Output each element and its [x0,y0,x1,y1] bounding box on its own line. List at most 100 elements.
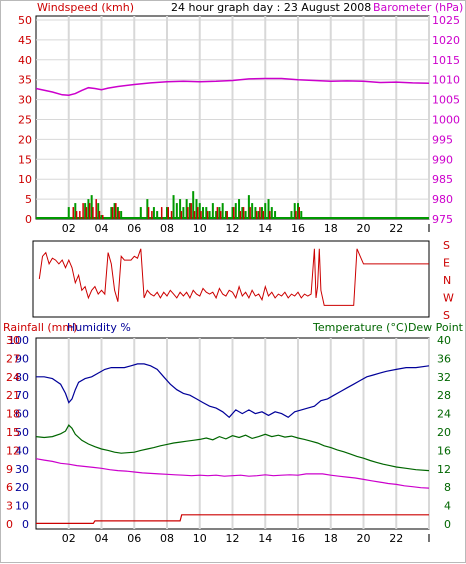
wind-bar [259,207,261,219]
gust-bar [202,207,205,219]
humidity-tick-label: 40 [15,444,29,457]
time-tick-label: 04 [95,222,109,235]
left-axis-title-rain: Rainfall (mm) [3,321,77,334]
direction-tick-label: S [443,309,450,322]
time-tick-label: 22 [389,222,403,235]
gust-bar [260,207,263,219]
rain-tick-label: 12 [6,444,20,457]
time-tick-label: 06 [127,532,141,545]
wind-bar [233,207,235,219]
time-tick-label: 18 [324,532,338,545]
wind-tick-label: 45 [18,34,32,47]
wind-bar [200,211,202,219]
gust-bar [192,191,195,219]
wind-bar [72,207,75,219]
temp-tick-label: 36 [437,352,451,365]
gust-bar [221,203,224,219]
wind-tick-label: 15 [18,153,32,166]
wind-direction-line [38,248,429,306]
gust-bar [139,207,142,219]
right-axis-title-temperature: Temperature (°C)Dew Point [312,321,464,334]
wind-bar [88,203,91,219]
wind-bar [151,211,153,219]
time-tick-label: 16 [291,222,305,235]
gust-bar [110,207,113,219]
time-tick-label: 16 [291,532,305,545]
time-tick-label: 22 [389,532,403,545]
gust-bar [116,207,119,219]
wind-tick-label: 0 [25,213,32,226]
temp-tick-label: 32 [437,371,451,384]
wind-tick-label: 35 [18,74,32,87]
wind-bar [295,211,297,219]
left-axis-title-wind: Windspeed (kmh) [37,1,134,14]
gust-bar [87,199,90,219]
gust-bar [195,199,198,219]
gust-bar [120,211,123,219]
baro-tick-label: 980 [432,193,453,206]
gust-bar [179,199,182,219]
gust-bar [224,211,227,219]
temp-tick-label: 12 [437,463,451,476]
gust-bar [156,211,159,219]
baro-tick-label: 1005 [432,94,460,107]
wind-bar [102,215,104,219]
gust-bar [247,195,250,219]
direction-tick-label: E [443,257,450,270]
wind-tick-label: 20 [18,133,32,146]
rain-tick-label: 30 [6,334,20,347]
gust-bar [231,207,234,219]
humidity-tick-label: 70 [15,389,29,402]
rain-tick-label: 15 [6,426,20,439]
gust-bar [198,203,201,219]
wind-bar [216,207,219,219]
gust-bar [188,203,191,219]
gust-bar [205,207,208,219]
wind-bar [115,203,117,219]
humidity-tick-label: 50 [15,426,29,439]
gust-bar [208,211,211,219]
humidity-tick-label: 100 [8,334,29,347]
wind-bar [111,207,114,219]
wind-bar [82,203,84,219]
wind-bar [79,211,81,219]
wind-bar [242,207,245,219]
time-tick-label: 12 [226,532,240,545]
gust-bar [251,203,254,219]
gust-bar [274,211,277,219]
direction-tick-label: N [443,274,451,287]
gust-bar [293,203,296,219]
gust-bar [185,199,188,219]
humidity-tick-label: 30 [15,463,29,476]
time-tick-label: 10 [193,532,207,545]
bottom-plot-marks [35,363,430,525]
baro-tick-label: 990 [432,153,453,166]
humidity-tick-label: 10 [15,500,29,513]
time-tick-label: 08 [160,222,174,235]
gust-bar [97,203,100,219]
gust-bar [146,199,149,219]
gust-bar [100,215,103,219]
top-plot-marks [35,77,430,219]
temp-tick-label: 20 [437,426,451,439]
temp-tick-label: 16 [437,444,451,457]
rain-tick-label: 6 [6,481,13,494]
wind-bar [160,207,163,219]
humidity-tick-label: 80 [15,371,29,384]
temp-tick-label: 28 [437,389,451,402]
wind-tick-label: 40 [18,54,32,67]
time-tick-label: 02 [62,222,76,235]
gust-bar [218,207,221,219]
baro-tick-label: 1000 [432,114,460,127]
top-plot-grid [36,16,430,219]
direction-tick-label: S [443,239,450,252]
gust-bar [211,203,214,219]
baro-tick-label: 975 [432,213,453,226]
gust-bar [297,203,299,219]
wind-bar [269,211,271,219]
wind-bar [180,211,183,219]
time-tick-label: I [427,222,430,235]
time-tick-label: I [427,532,430,545]
gust-bar [152,207,155,219]
